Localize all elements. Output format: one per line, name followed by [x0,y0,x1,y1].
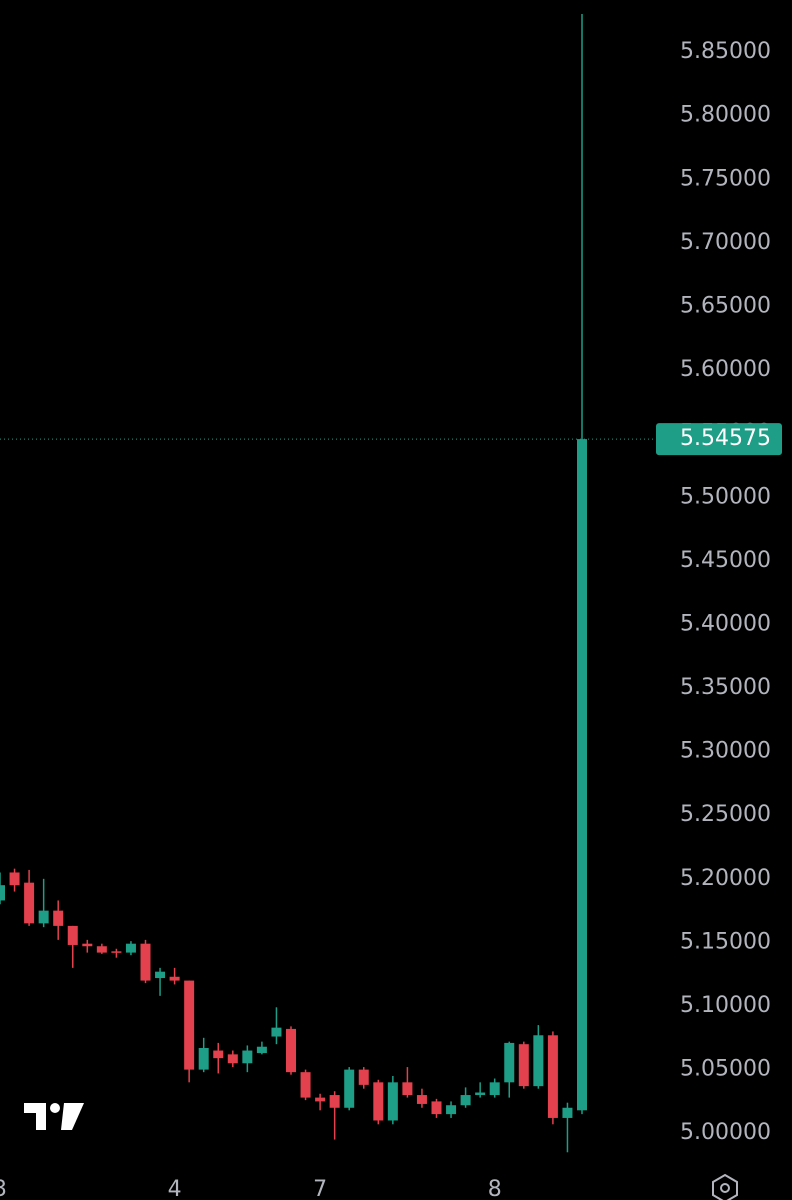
candle-body [198,1047,209,1070]
x-tick-label: 8 [488,1177,502,1200]
candle-body [577,439,587,1111]
candle-body [533,1035,544,1087]
x-tick-label: 7 [313,1177,327,1200]
candle-body [358,1069,369,1085]
y-tick-label: 5.15000 [680,929,771,954]
y-tick-label: 5.60000 [680,357,771,382]
y-tick-label: 5.10000 [680,993,771,1018]
y-tick-label: 5.00000 [680,1120,771,1145]
y-tick-label: 5.80000 [680,103,771,128]
candle-body [213,1050,224,1059]
y-tick-label: 5.70000 [680,230,771,255]
candle-body [38,910,49,924]
settings-icon[interactable] [712,1173,738,1200]
candle-body [227,1054,238,1064]
x-tick-label: 3 [0,1177,7,1200]
candle-body [256,1046,267,1054]
y-tick-label: 5.25000 [680,802,771,827]
candle-body [475,1092,486,1096]
candle-body [504,1042,515,1083]
candle-body [286,1028,296,1073]
candle-body [169,976,180,981]
candle-body [96,946,107,953]
candle-body [242,1050,253,1064]
candle-body [446,1105,457,1115]
candle-body [184,980,195,1070]
candle-body [460,1095,471,1106]
y-tick-label: 5.40000 [680,611,771,636]
y-tick-label: 5.20000 [680,866,771,891]
candle-body [547,1035,558,1118]
candle-body [416,1095,427,1104]
candle-body [329,1095,340,1108]
y-tick-label: 5.75000 [680,166,771,191]
candle-body [9,872,20,886]
candle-body [387,1082,398,1121]
y-tick-label: 5.85000 [680,39,771,64]
candle-body [518,1044,529,1087]
candle-body [82,943,93,947]
tradingview-logo [24,1103,84,1130]
candle-body [300,1072,311,1098]
candle-body [155,971,166,979]
candle-body [0,885,5,901]
candle-body [111,951,122,953]
candle-body [67,925,78,945]
y-tick-label: 5.65000 [680,294,771,319]
last-price-box [656,423,782,456]
candle-body [53,910,64,926]
y-tick-label: 5.45000 [680,548,771,573]
candle-body [431,1101,442,1115]
candle-body [344,1069,355,1108]
candle-body [315,1097,326,1102]
candle-body [140,943,151,981]
candle-body [125,943,136,953]
candle-body [402,1082,413,1096]
y-tick-label: 5.35000 [680,675,771,700]
y-tick-label: 5.30000 [680,739,771,764]
candle-body [489,1082,500,1096]
candle-body [271,1027,282,1037]
y-tick-label: 5.05000 [680,1057,771,1082]
candle-body [24,882,35,924]
x-tick-label: 4 [168,1177,182,1200]
candle-body [562,1107,573,1118]
y-tick-label: 5.50000 [680,484,771,509]
candle-body [373,1082,384,1121]
last-price-label: 5.54575 [680,426,771,451]
